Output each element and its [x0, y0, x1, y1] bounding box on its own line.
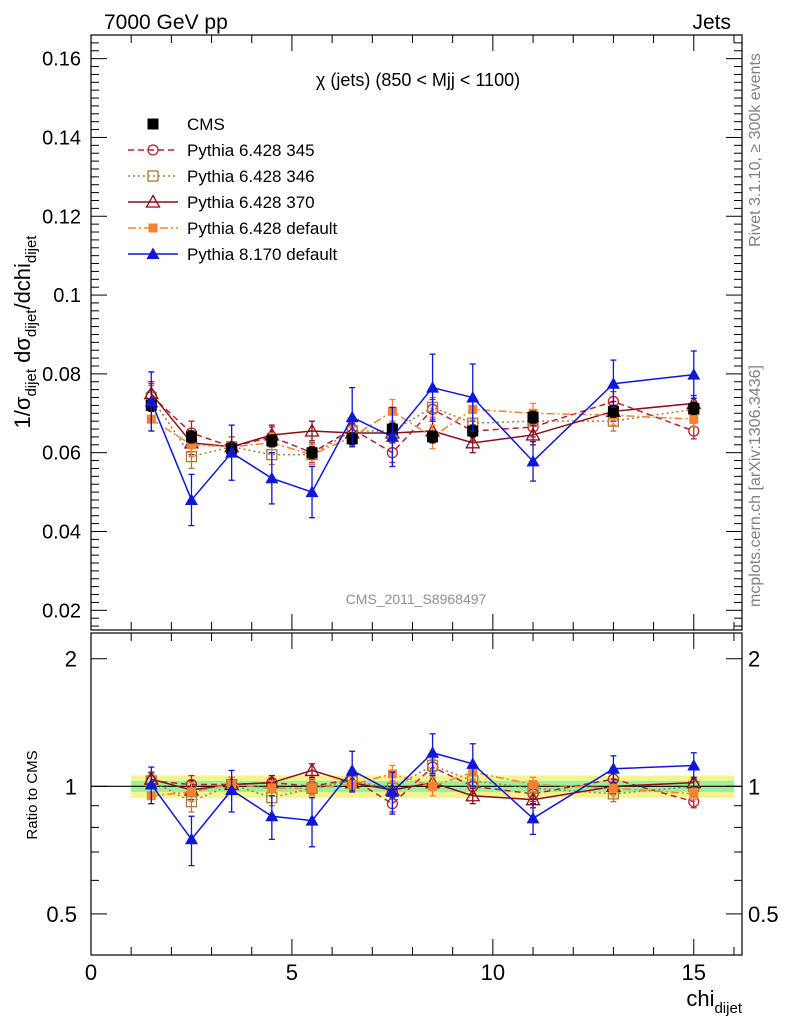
y-tick-label: 0.14	[42, 127, 81, 149]
ratio-point	[385, 785, 399, 797]
ratio-y-tick-label-right: 2	[748, 647, 760, 672]
analysis-tag: CMS_2011_S8968497	[346, 591, 487, 607]
ratio-point	[608, 783, 618, 793]
ratio-y-tick-label-right: 1	[748, 774, 760, 799]
data-point	[385, 430, 399, 442]
data-point	[185, 431, 197, 443]
y-tick-label: 0.04	[42, 521, 81, 543]
ratio-point	[528, 779, 538, 789]
ratio-point	[428, 781, 438, 791]
legend-marker	[147, 144, 159, 156]
y-tick-label: 0.16	[42, 49, 81, 71]
process-label: Jets	[692, 11, 731, 34]
y-tick-label: 0.12	[42, 206, 81, 228]
data-point	[225, 446, 239, 458]
collision-label: 7000 GeV pp	[104, 11, 228, 34]
data-point	[526, 454, 540, 467]
series-line-pythia-6-428-default	[150, 408, 694, 456]
ratio-line-pythia-6-428-346	[150, 764, 694, 803]
ratio-point	[305, 814, 319, 826]
ratio-line-pythia-6-428-370	[151, 769, 694, 801]
legend-entry: CMS	[187, 115, 225, 134]
ratio-y-axis-label: Ratio to CMS	[24, 750, 41, 839]
ratio-y-tick-label: 0.5	[46, 902, 77, 927]
main-frame	[90, 34, 743, 631]
ratio-point	[304, 762, 320, 777]
data-point	[427, 431, 439, 443]
ratio-y-tick-label-right: 0.5	[748, 902, 779, 927]
x-tick-label: 0	[85, 960, 97, 985]
ratio-point	[687, 758, 701, 771]
ratio-series-pythia-8-170-default	[144, 733, 701, 867]
series-pythia-8-170-default	[144, 350, 701, 527]
legend-entry: Pythia 6.428 370	[187, 193, 315, 212]
mcplots-label: mcplots.cern.ch [arXiv:1306.3436]	[747, 365, 764, 607]
legend-marker	[147, 118, 159, 130]
ratio-point	[225, 783, 239, 796]
ratio-point	[265, 809, 279, 822]
data-point	[525, 427, 541, 441]
ratio-point	[267, 783, 277, 793]
ratio-line-pythia-6-428-345	[151, 766, 694, 805]
plot-title: χ (jets) (850 < Mjj < 1100)	[316, 70, 520, 90]
x-tick-label: 10	[481, 960, 505, 985]
legend-entry: Pythia 6.428 346	[187, 167, 315, 186]
ratio-line-pythia-8-170-default	[150, 751, 694, 841]
data-point	[345, 410, 359, 423]
data-point	[606, 377, 620, 389]
data-point	[527, 411, 539, 423]
legend-entry: Pythia 6.428 345	[187, 141, 315, 160]
ratio-point	[144, 777, 158, 790]
series-line-pythia-6-428-345	[150, 394, 695, 454]
data-point	[265, 471, 279, 484]
data-point	[144, 394, 158, 407]
rivet-version-label: Rivet 3.1.10, ≥ 300k events	[747, 53, 764, 247]
legend: CMS Pythia 6.428 345 Pythia 6.428 346 Pythi…	[128, 115, 338, 264]
legend-entry: Pythia 6.428 default	[187, 219, 338, 238]
ratio-y-tick-label: 2	[65, 647, 77, 672]
legend-marker	[148, 223, 158, 233]
legend-entry: Pythia 8.170 default	[187, 245, 338, 264]
data-point	[466, 391, 480, 403]
ratio-point	[426, 746, 440, 758]
x-tick-label: 5	[286, 960, 298, 985]
ratio-point	[526, 811, 540, 824]
data-point	[426, 381, 440, 393]
data-point	[688, 403, 700, 415]
ratio-point	[689, 789, 699, 799]
legend-marker	[147, 170, 159, 182]
ratio-point	[345, 763, 359, 776]
ratio-point	[186, 787, 196, 797]
data-point	[186, 440, 196, 450]
legend-marker	[145, 194, 161, 208]
ratio-y-tick-label: 1	[65, 774, 77, 799]
data-point	[304, 423, 320, 437]
y-tick-label: 0.02	[42, 600, 81, 622]
ratio-frame	[90, 632, 743, 956]
data-point	[607, 405, 619, 417]
data-point	[266, 435, 278, 447]
data-point	[465, 435, 481, 449]
ratio-line-pythia-6-428-default	[151, 771, 694, 797]
series-line-pythia-6-428-346	[150, 397, 694, 458]
series-line-pythia-8-170-default	[150, 373, 694, 502]
ratio-point	[184, 832, 198, 845]
ratio-point	[465, 787, 481, 802]
y-tick-label: 0.06	[42, 443, 81, 465]
data-point	[687, 368, 701, 380]
ratio-point	[307, 783, 317, 793]
x-tick-label: 15	[682, 960, 706, 985]
ratio-point	[606, 762, 620, 774]
data-point	[305, 485, 319, 498]
data-point	[306, 447, 318, 459]
data-point	[689, 414, 699, 424]
y-tick-label: 0.08	[42, 364, 81, 386]
y-tick-label: 0.1	[53, 285, 81, 307]
ratio-point	[466, 757, 480, 769]
legend-marker	[146, 247, 160, 259]
data-point	[184, 493, 198, 505]
